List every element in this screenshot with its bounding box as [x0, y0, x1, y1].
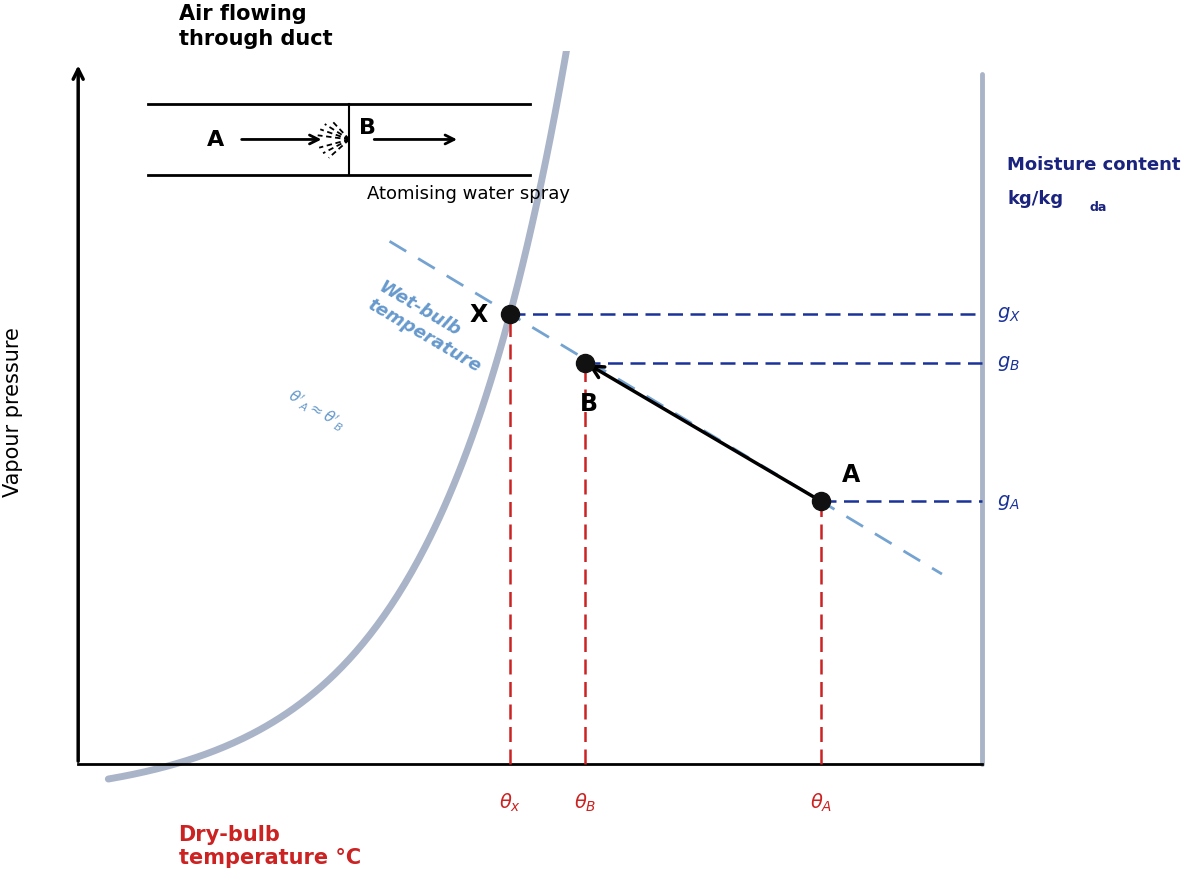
Text: A: A: [207, 130, 224, 150]
Text: da: da: [1090, 201, 1107, 214]
Text: Vapour pressure: Vapour pressure: [2, 327, 23, 497]
Text: B: B: [580, 392, 598, 415]
Text: Atomising water spray: Atomising water spray: [368, 185, 571, 202]
Text: $g_X$: $g_X$: [997, 305, 1021, 324]
Text: Air flowing
through duct: Air flowing through duct: [178, 3, 332, 49]
Text: Dry-bulb
temperature °C: Dry-bulb temperature °C: [178, 824, 361, 867]
Text: $\theta_B$: $\theta_B$: [575, 791, 597, 813]
Text: $\theta_x$: $\theta_x$: [499, 791, 521, 813]
Text: Moisture content: Moisture content: [1008, 156, 1181, 174]
Text: X: X: [470, 302, 488, 327]
Text: A: A: [842, 463, 859, 487]
Text: kg/kg: kg/kg: [1008, 189, 1064, 208]
Text: B: B: [360, 118, 376, 138]
Text: $g_B$: $g_B$: [997, 354, 1020, 373]
Text: $\theta_A$: $\theta_A$: [811, 791, 832, 813]
Text: Wet-bulb
temperature: Wet-bulb temperature: [364, 277, 495, 375]
Text: $g_A$: $g_A$: [997, 493, 1020, 511]
Text: $\theta'_A \approx \theta'_B$: $\theta'_A \approx \theta'_B$: [285, 386, 349, 434]
